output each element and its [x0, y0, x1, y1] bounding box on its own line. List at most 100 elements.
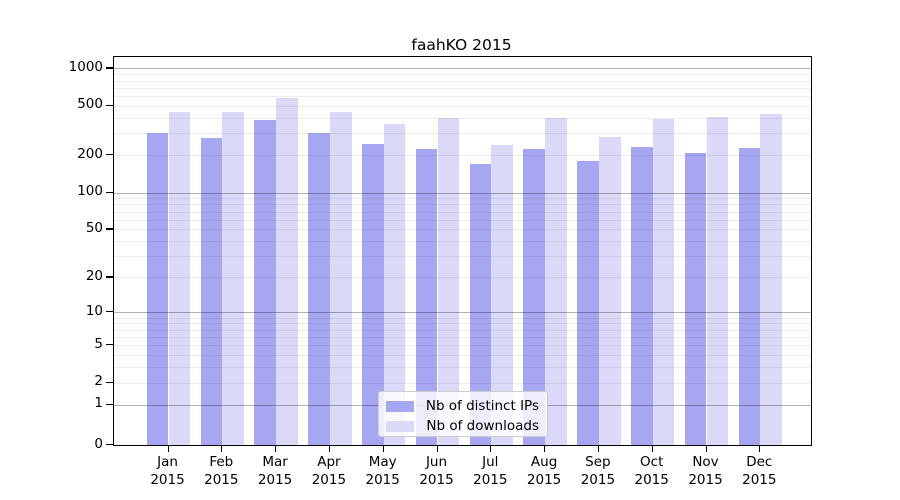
y-tick-label: 500	[77, 96, 103, 113]
bar-distinct-ips-dec	[738, 147, 761, 445]
gridline-minor	[114, 219, 811, 221]
y-tick-label: 20	[85, 267, 103, 284]
x-tick-mark	[597, 445, 600, 452]
bar-distinct-ips-mar	[254, 120, 277, 445]
gridline-minor	[114, 211, 811, 213]
x-tick-label: Apr 2015	[311, 454, 347, 488]
bar-distinct-ips-sep	[577, 160, 599, 445]
bar-downloads-jul	[491, 145, 513, 445]
x-tick-label: Jul 2015	[473, 454, 508, 488]
plot-area	[113, 56, 812, 446]
y-tick-mark	[106, 154, 113, 156]
x-tick-label: Nov 2015	[688, 454, 723, 488]
gridline-minor	[114, 382, 811, 384]
x-tick-label: Aug 2015	[526, 454, 562, 488]
y-tick-mark	[106, 381, 113, 383]
bar-distinct-ips-feb	[200, 138, 223, 445]
y-tick-label: 100	[77, 183, 103, 199]
gridline-minor	[114, 256, 811, 258]
gridline-minor	[114, 105, 811, 107]
legend-swatch-distinct-ips	[386, 401, 414, 412]
gridline-minor	[114, 317, 811, 319]
bar-downloads-dec	[760, 114, 782, 445]
legend-label-downloads: Nb of downloads	[426, 418, 539, 434]
gridline-major	[114, 192, 811, 194]
legend: Nb of distinct IPs Nb of downloads	[378, 391, 548, 437]
y-tick-label: 1000	[68, 58, 103, 75]
x-tick-mark	[705, 445, 707, 452]
gridline-minor	[114, 96, 811, 97]
x-tick-mark	[759, 445, 761, 452]
bar-downloads-oct	[652, 119, 675, 445]
y-tick-label: 1	[94, 395, 103, 411]
gridline-minor	[114, 323, 811, 325]
x-tick-mark	[275, 445, 277, 452]
bar-distinct-ips-jun	[415, 148, 438, 445]
y-tick-mark	[106, 67, 113, 69]
gridline-minor	[114, 74, 811, 76]
x-tick-mark	[382, 445, 384, 452]
gridline-minor	[114, 198, 811, 200]
x-tick-label: Jun 2015	[419, 454, 454, 488]
bar-distinct-ips-may	[362, 144, 384, 445]
y-tick-label: 10	[85, 302, 103, 319]
chart-title: faahKO 2015	[411, 36, 512, 54]
gridline-minor	[114, 367, 811, 368]
y-tick-label: 5	[94, 335, 103, 352]
bar-downloads-may	[383, 124, 406, 445]
x-tick-mark	[651, 445, 653, 452]
y-tick-mark	[106, 228, 113, 230]
gridline-major	[114, 68, 811, 70]
x-tick-mark	[221, 445, 223, 452]
x-tick-mark	[328, 445, 331, 452]
bar-downloads-sep	[598, 137, 621, 445]
gridline-minor	[114, 277, 811, 279]
bar-distinct-ips-apr	[308, 133, 330, 445]
x-tick-label: Feb 2015	[204, 454, 239, 488]
gridline-minor	[114, 80, 811, 82]
y-tick-mark	[106, 403, 113, 405]
gridline-minor	[114, 229, 811, 231]
x-tick-mark	[436, 445, 438, 452]
y-tick-mark	[106, 191, 113, 193]
gridline-minor	[114, 329, 811, 331]
x-tick-mark	[544, 445, 546, 452]
bar-downloads-feb	[222, 111, 244, 445]
bar-downloads-aug	[545, 117, 567, 445]
bar-distinct-ips-nov	[684, 152, 707, 445]
gridline-minor	[114, 345, 811, 347]
bar-downloads-nov	[706, 116, 729, 445]
bar-distinct-ips-oct	[631, 146, 653, 445]
legend-label-distinct-ips: Nb of distinct IPs	[425, 398, 539, 414]
bar-downloads-jun	[437, 117, 460, 445]
x-tick-mark	[490, 445, 492, 452]
y-tick-mark	[106, 276, 113, 278]
y-tick-mark	[106, 344, 113, 346]
gridline-minor	[114, 355, 811, 356]
y-tick-label: 50	[85, 219, 103, 236]
bar-downloads-mar	[276, 98, 298, 445]
x-tick-label: May 2015	[365, 454, 400, 488]
legend-item-distinct-ips: Nb of distinct IPs	[386, 398, 539, 415]
bar-downloads-apr	[329, 111, 352, 445]
bar-downloads-jan	[168, 111, 191, 445]
bar-distinct-ips-jul	[469, 164, 492, 445]
gridline-minor	[114, 133, 811, 135]
gridline-minor	[114, 204, 811, 206]
y-tick-mark	[106, 444, 113, 446]
gridline-minor	[114, 336, 811, 338]
x-tick-label: Jan 2015	[150, 454, 185, 488]
legend-item-downloads: Nb of downloads	[386, 418, 539, 435]
x-tick-label: Mar 2015	[257, 454, 293, 488]
gridline-minor	[114, 155, 811, 157]
gridline-minor	[114, 117, 811, 119]
x-tick-mark	[167, 445, 169, 452]
bar-distinct-ips-jan	[146, 133, 169, 445]
x-tick-label: Oct 2015	[634, 454, 669, 488]
gridline-minor	[114, 87, 811, 89]
bar-distinct-ips-aug	[523, 148, 546, 445]
legend-swatch-downloads	[386, 421, 414, 432]
gridline-major	[114, 312, 811, 314]
y-tick-mark	[106, 104, 113, 107]
